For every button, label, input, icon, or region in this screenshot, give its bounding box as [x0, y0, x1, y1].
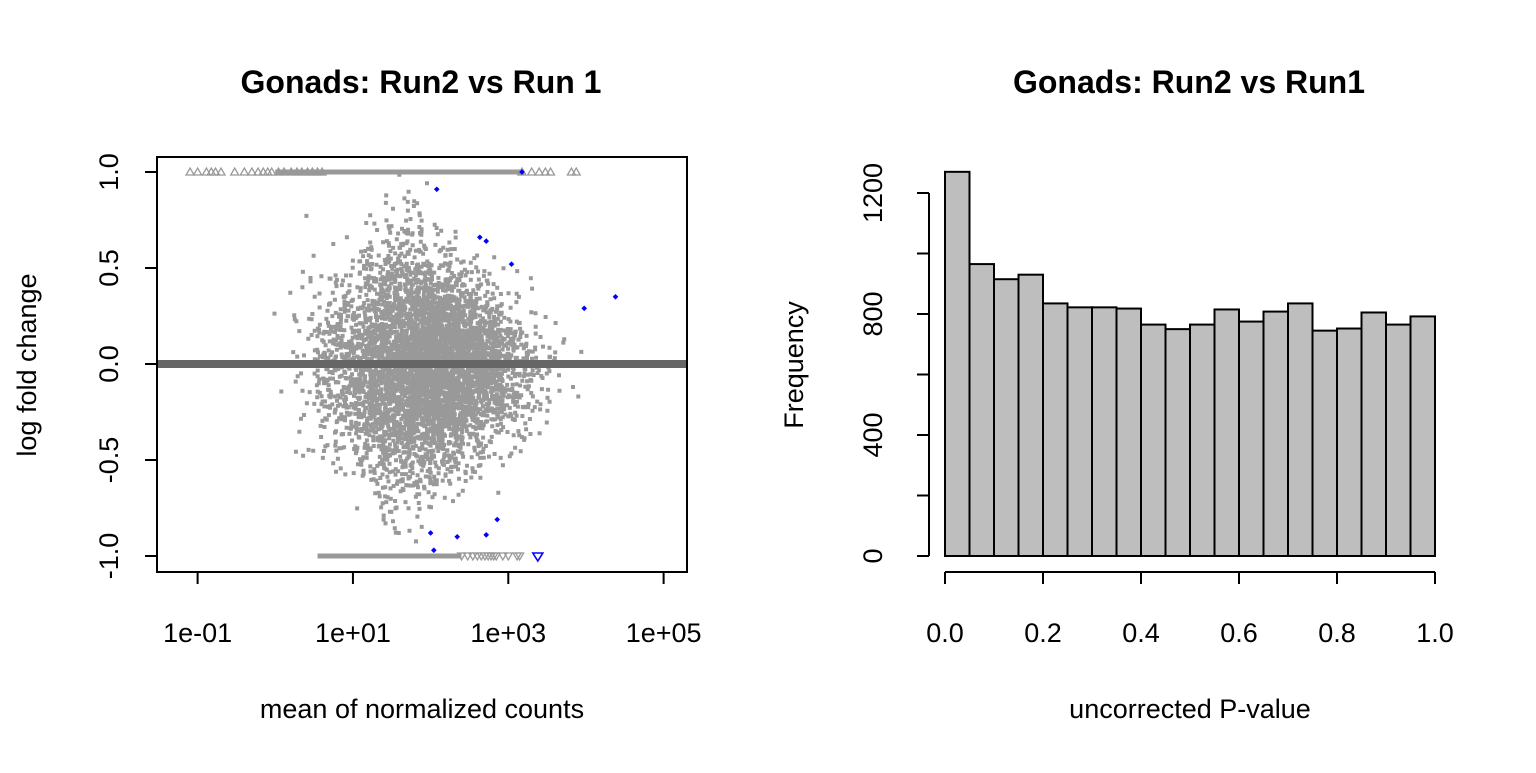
ma-y-tick-label: 1.0 [94, 153, 124, 191]
ma-clipped-up-triangle [246, 166, 258, 176]
ma-significant-point [454, 533, 461, 540]
histogram-bar [1140, 323, 1167, 557]
histogram-bar [1213, 308, 1240, 557]
ma-y-tick-label: -0.5 [94, 437, 124, 484]
histogram-bar [1115, 307, 1142, 557]
histogram-bar [1189, 323, 1216, 557]
histogram-x-tick-label: 0.4 [1122, 618, 1160, 648]
ma-x-tick-label: 1e+05 [626, 618, 702, 648]
ma-significant-point [508, 261, 515, 267]
ma-clipped-up-triangle [307, 166, 318, 176]
histogram-bar [1091, 306, 1118, 557]
histogram-title: Gonads: Run2 vs Run1 [1013, 64, 1365, 100]
histogram-bar [993, 278, 1020, 557]
ma-clipped-down-triangle [462, 552, 473, 562]
ma-clipped-up-triangle [266, 166, 277, 176]
ma-clipped-up-triangle [286, 166, 297, 176]
histogram-bar [1336, 327, 1363, 557]
histogram-bar [1360, 311, 1387, 557]
ma-significant-point [433, 186, 440, 193]
histogram-y-tick-label: 0 [858, 548, 888, 563]
ma-clipped-up-triangle [252, 166, 264, 176]
ma-clipped-down-triangle [456, 552, 467, 562]
ma-clipped-up-triangle [273, 166, 284, 176]
histogram-x-tick-label: 1.0 [1416, 618, 1454, 648]
ma-clipped-up-triangle [526, 166, 537, 176]
histogram-y-axis: 0 400 800 1200 [858, 163, 930, 564]
histogram-x-tick-label: 0.6 [1220, 618, 1258, 648]
histogram-bar [1409, 315, 1436, 558]
ma-clipped-up-triangle [210, 166, 221, 176]
ma-x-tick-label: 1e+03 [470, 618, 546, 648]
ma-clipped-up-triangle [201, 166, 212, 176]
ma-x-axis-label: mean of normalized counts [260, 694, 584, 724]
ma-clipped-down-triangle [503, 552, 514, 562]
histogram-y-tick-label: 1200 [858, 163, 888, 223]
histogram-bar [1017, 273, 1044, 557]
histogram-bar [968, 263, 995, 557]
ma-clipped-up-triangle [184, 166, 196, 176]
ma-x-axis: 1e-01 1e+01 1e+03 1e+05 [163, 571, 702, 648]
histogram-x-axis-label: uncorrected P-value [1069, 694, 1311, 724]
ma-point-cloud [272, 170, 584, 544]
histogram-bar [1287, 302, 1314, 557]
ma-clipped-up-triangle [192, 166, 203, 176]
ma-significant-point [483, 532, 490, 538]
ma-clipped-up-triangle [316, 166, 328, 176]
ma-clipped-up-triangle [302, 166, 313, 176]
ma-clipped-down-triangle [497, 552, 508, 562]
ma-clipped-up-triangle [215, 166, 227, 176]
histogram-x-tick-label: 0.8 [1318, 618, 1356, 648]
histogram-y-tick-label: 800 [858, 291, 888, 336]
histogram-bars [944, 170, 1436, 558]
ma-clipped-up-triangle [291, 166, 303, 176]
ma-y-tick-label: 0.0 [94, 345, 124, 383]
ma-clipped-up-triangle [296, 166, 307, 176]
ma-y-tick-label: -1.0 [94, 533, 124, 580]
ma-significant-point [476, 234, 483, 241]
ma-clipped-down-triangle [491, 552, 502, 562]
ma-significant-point [427, 530, 434, 536]
histogram-x-axis: 0.0 0.2 0.4 0.6 0.8 1.0 [926, 571, 1454, 648]
histogram-bar [1238, 320, 1265, 557]
histogram-bar [1311, 329, 1338, 558]
ma-points-layer [157, 166, 687, 563]
ma-y-axis-label: log fold change [12, 273, 42, 456]
ma-significant-point [531, 552, 545, 563]
histogram-x-tick-label: 0.0 [926, 618, 964, 648]
histogram-x-tick-label: 0.2 [1024, 618, 1062, 648]
ma-significant-point [581, 305, 588, 312]
ma-significant-point [431, 547, 437, 554]
ma-clipped-up-triangle [566, 166, 577, 176]
ma-clipped-up-triangle [279, 166, 290, 176]
histogram-panel: Gonads: Run2 vs Run1 0.0 0.2 0.4 0.6 0.8 1.0 … [779, 64, 1454, 724]
histogram-bar [944, 170, 971, 557]
ma-clipped-down-triangle [514, 552, 525, 562]
histogram-bar [1262, 310, 1289, 557]
histogram-bar [1042, 302, 1069, 557]
ma-clipped-up-triangle [540, 166, 551, 176]
histogram-bar [1385, 323, 1412, 557]
ma-x-tick-label: 1e+01 [315, 618, 391, 648]
ma-significant-point [483, 238, 490, 244]
ma-clipped-up-triangle [239, 166, 250, 176]
histogram-bar [1066, 306, 1093, 557]
ma-y-axis: -1.0 -0.5 0.0 0.5 1.0 [94, 153, 157, 579]
histogram-y-tick-label: 400 [858, 412, 888, 457]
ma-x-tick-label: 1e-01 [163, 618, 232, 648]
histogram-y-axis-label: Frequency [779, 301, 809, 429]
ma-clipped-up-triangle [571, 166, 582, 176]
ma-clipped-up-triangle [545, 166, 556, 176]
ma-significant-point [519, 169, 525, 175]
ma-y-tick-label: 0.5 [94, 249, 124, 287]
ma-clipped-up-triangle [534, 166, 545, 176]
ma-significant-point [612, 293, 619, 300]
histogram-bar [1164, 328, 1191, 557]
ma-plot-panel: Gonads: Run2 vs Run 1 1e-01 1e+01 1e+03 1e+… [12, 64, 702, 724]
ma-significant-point [494, 516, 501, 523]
ma-clipped-up-triangle [229, 166, 240, 176]
ma-plot-title: Gonads: Run2 vs Run 1 [241, 64, 602, 100]
